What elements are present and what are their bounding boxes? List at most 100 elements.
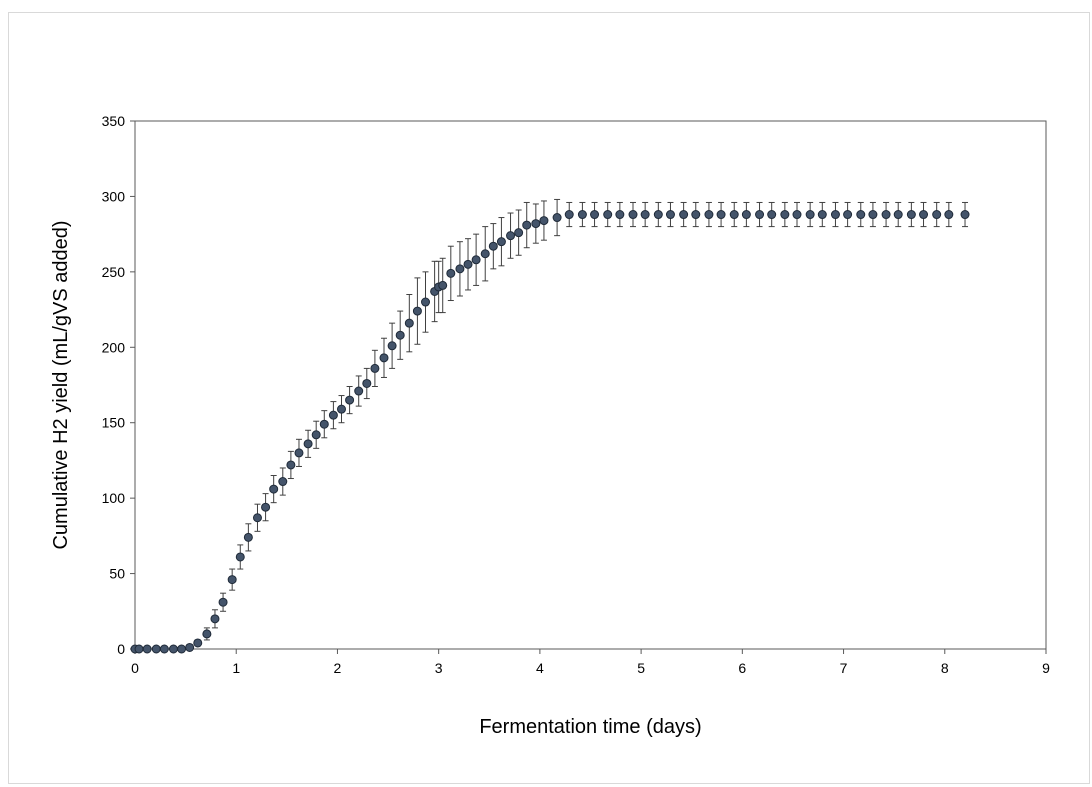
x-tick-label: 0: [131, 660, 139, 676]
x-tick-label: 4: [536, 660, 544, 676]
data-point: [379, 353, 389, 363]
y-tick-label: 100: [102, 490, 126, 506]
data-point: [496, 237, 506, 247]
data-point: [151, 644, 161, 654]
x-tick-label: 6: [738, 660, 746, 676]
data-point: [193, 638, 203, 648]
data-points: [130, 210, 970, 654]
data-point: [227, 575, 237, 585]
data-point: [218, 597, 228, 607]
data-point: [252, 513, 262, 523]
data-point: [345, 395, 355, 405]
data-point: [856, 210, 866, 220]
data-point: [362, 378, 372, 388]
x-tick-label: 9: [1042, 660, 1050, 676]
data-point: [319, 419, 329, 429]
data-point: [471, 255, 481, 265]
data-point: [269, 484, 279, 494]
data-point: [792, 210, 802, 220]
data-point: [539, 216, 549, 226]
y-tick-label: 150: [102, 415, 126, 431]
data-point: [185, 642, 195, 652]
data-point: [235, 552, 245, 562]
data-point: [704, 210, 714, 220]
data-point: [628, 210, 638, 220]
data-point: [142, 644, 152, 654]
x-tick-label: 3: [435, 660, 443, 676]
x-tick-label: 1: [232, 660, 240, 676]
plot-area: [134, 120, 1047, 650]
y-tick-label: 50: [109, 566, 125, 582]
data-point: [767, 210, 777, 220]
data-point: [387, 341, 397, 351]
data-point: [780, 210, 790, 220]
y-tick-label: 0: [117, 641, 125, 657]
data-point: [716, 210, 726, 220]
data-point: [294, 448, 304, 458]
y-axis: 0 50 100 150 200 250 300 350: [102, 113, 135, 657]
data-point: [552, 213, 562, 223]
data-point: [328, 410, 338, 420]
data-point: [932, 210, 942, 220]
data-point: [944, 210, 954, 220]
data-point: [286, 460, 296, 470]
data-point: [522, 220, 532, 230]
x-tick-label: 7: [840, 660, 848, 676]
data-point: [506, 231, 516, 241]
data-point: [653, 210, 663, 220]
x-tick-label: 8: [941, 660, 949, 676]
data-point: [729, 210, 739, 220]
y-axis-title: Cumulative H2 yield (mL/gVS added): [50, 220, 72, 549]
error-bars: [186, 198, 969, 650]
data-point: [488, 241, 498, 251]
data-point: [881, 210, 891, 220]
data-point: [463, 259, 473, 269]
data-point: [261, 502, 271, 512]
data-point: [404, 318, 414, 328]
data-point: [906, 210, 916, 220]
data-point: [134, 644, 144, 654]
data-point: [168, 644, 178, 654]
data-point: [421, 297, 431, 307]
y-tick-label: 350: [102, 113, 126, 129]
data-point: [455, 264, 465, 274]
y-tick-label: 300: [102, 188, 126, 204]
data-point: [691, 210, 701, 220]
data-point: [438, 280, 448, 290]
x-tick-label: 2: [334, 660, 342, 676]
data-point: [893, 210, 903, 220]
data-point: [531, 219, 541, 229]
data-point: [303, 439, 313, 449]
data-point: [640, 210, 650, 220]
data-point: [278, 477, 288, 487]
data-point: [805, 210, 815, 220]
data-point: [755, 210, 765, 220]
x-tick-label: 5: [637, 660, 645, 676]
data-point: [577, 210, 587, 220]
data-point: [919, 210, 929, 220]
data-point: [370, 363, 380, 373]
data-point: [679, 210, 689, 220]
data-point: [960, 210, 970, 220]
data-point: [354, 386, 364, 396]
y-tick-label: 200: [102, 339, 126, 355]
data-point: [336, 404, 346, 414]
chart-frame: [8, 12, 1090, 784]
data-point: [603, 210, 613, 220]
data-point: [830, 210, 840, 220]
x-axis-title: Fermentation time (days): [479, 716, 701, 738]
data-point: [564, 210, 574, 220]
x-axis: 0 1 2 3 4 5 6 7 8 9: [131, 649, 1050, 676]
data-point: [210, 614, 220, 624]
data-point: [480, 249, 490, 259]
data-point: [665, 210, 675, 220]
data-point: [177, 644, 187, 654]
data-point: [202, 629, 212, 639]
data-point: [514, 228, 524, 238]
data-point: [817, 210, 827, 220]
data-point: [412, 306, 422, 316]
data-point: [741, 210, 751, 220]
data-point: [446, 268, 456, 278]
data-point: [311, 430, 321, 440]
